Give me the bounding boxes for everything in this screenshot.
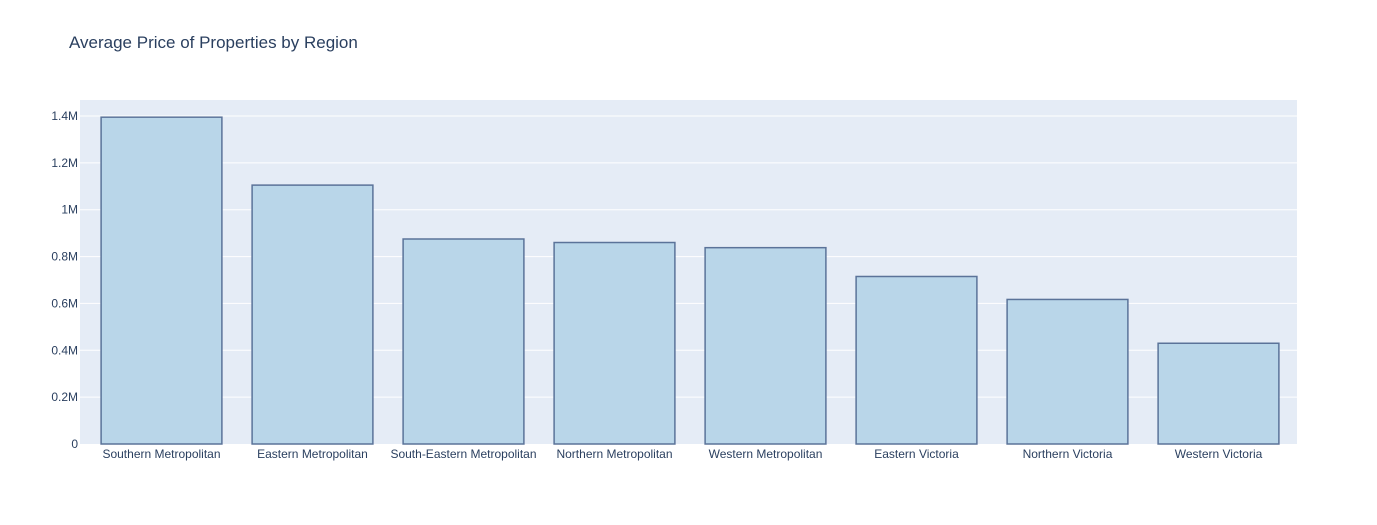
x-tick-label: Western Victoria xyxy=(1175,447,1263,461)
y-tick-label: 0 xyxy=(71,437,78,451)
x-tick-label: Northern Victoria xyxy=(1023,447,1113,461)
bar xyxy=(855,275,978,445)
bar xyxy=(402,238,525,445)
bar xyxy=(1006,298,1129,445)
bar xyxy=(704,246,827,445)
chart-title: Average Price of Properties by Region xyxy=(69,33,358,52)
x-tick-label: Western Metropolitan xyxy=(709,447,823,461)
y-tick-label: 1M xyxy=(61,203,78,217)
x-tick-label: Northern Metropolitan xyxy=(556,447,672,461)
y-tick-label: 0.4M xyxy=(51,343,78,357)
x-axis-ticks: Southern Metropolitan Eastern Metropolita… xyxy=(102,447,1262,461)
y-tick-label: 1.2M xyxy=(51,156,78,170)
y-tick-label: 0.2M xyxy=(51,390,78,404)
y-tick-label: 0.6M xyxy=(51,296,78,310)
bar xyxy=(251,184,374,445)
bar xyxy=(1157,342,1280,445)
bar xyxy=(100,116,223,445)
y-axis-ticks: 0 0.2M 0.4M 0.6M 0.8M 1M 1.2M 1.4M xyxy=(51,109,78,451)
bar xyxy=(553,241,676,445)
x-tick-label: Eastern Metropolitan xyxy=(257,447,368,461)
y-tick-label: 1.4M xyxy=(51,109,78,123)
bars xyxy=(100,116,1280,445)
x-tick-label: South-Eastern Metropolitan xyxy=(390,447,536,461)
x-tick-label: Eastern Victoria xyxy=(874,447,959,461)
y-tick-label: 0.8M xyxy=(51,250,78,264)
x-tick-label: Southern Metropolitan xyxy=(102,447,220,461)
